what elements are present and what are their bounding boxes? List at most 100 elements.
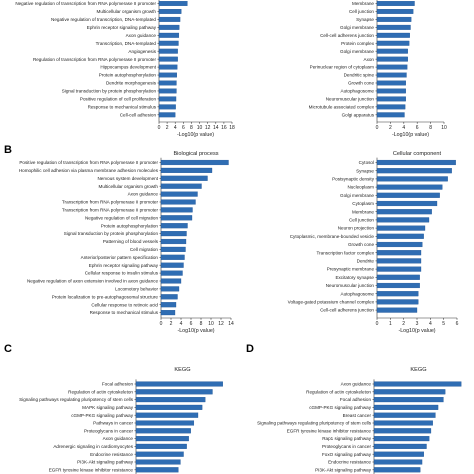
- category-label: Golgi apparatus: [342, 112, 375, 117]
- category-label: Focal adhesion: [102, 382, 134, 387]
- chart-panel-a-left: Negative regulation of transcription fro…: [15, 0, 235, 138]
- x-tick-label: 18: [229, 125, 235, 131]
- bar: [376, 241, 423, 248]
- bar: [160, 270, 183, 276]
- category-label: FoxO signaling pathway: [322, 452, 372, 457]
- bar: [158, 88, 177, 94]
- bar: [160, 278, 182, 284]
- x-tick-label: 2: [166, 125, 169, 131]
- category-label: Hippocampus development: [100, 65, 156, 70]
- x-tick-label: 4: [180, 321, 183, 327]
- category-label: Focal adhesion: [340, 397, 372, 402]
- bar: [160, 191, 198, 197]
- category-label: Patterning of blood vessels: [103, 239, 159, 244]
- category-label: Excitatory synapse: [335, 275, 374, 280]
- category-label: Axon guidance: [341, 382, 372, 387]
- category-label: Positive regulation of cell proliferatio…: [80, 97, 157, 102]
- x-tick-label: 8: [429, 125, 432, 131]
- category-label: Membrane: [352, 209, 374, 214]
- bar: [376, 72, 407, 78]
- x-axis-label: -Log10(p value): [177, 132, 214, 138]
- x-tick-label: 12: [205, 125, 211, 131]
- x-tick-label: 8: [200, 321, 203, 327]
- bar: [135, 428, 191, 434]
- category-label: Golgi membrane: [340, 49, 374, 54]
- bar: [160, 159, 229, 166]
- bar: [373, 389, 446, 395]
- bar: [158, 72, 177, 78]
- bar: [376, 104, 406, 110]
- category-label: Cytoplasmic, membrane-bounded vesicle: [290, 234, 375, 239]
- bar: [135, 451, 184, 457]
- bar: [373, 397, 444, 403]
- bar: [376, 217, 430, 223]
- category-label: Neuromuscular junction: [326, 97, 375, 102]
- x-tick-label: 4: [402, 125, 405, 131]
- bar: [376, 32, 410, 38]
- category-label: Synapse: [356, 168, 374, 173]
- bar: [373, 428, 432, 434]
- bar: [160, 175, 208, 181]
- chart-panel-c: KEGG Focal adhesion Regulation of actin cy…: [19, 367, 223, 474]
- bar: [376, 159, 456, 166]
- category-label: Regulation of actin cytoskeleton: [68, 389, 133, 394]
- category-label: Protein autophosphorylation: [101, 223, 159, 228]
- category-label: Anterior/posterior pattern specification: [81, 255, 159, 260]
- bar: [135, 459, 181, 465]
- bar: [376, 225, 426, 231]
- x-tick-label: 6: [190, 321, 193, 327]
- category-label: Cell-cell adherens junction: [320, 308, 374, 313]
- category-label: Transcription, DNA-templated: [96, 41, 157, 46]
- bar: [376, 282, 420, 289]
- category-label: Endocrine resistance: [328, 460, 371, 465]
- chart-title: Biological process: [173, 151, 218, 157]
- category-label: Transcription from RNA polymerase II pro…: [62, 200, 159, 205]
- bar: [376, 299, 419, 305]
- category-label: EGFR tyrosine kinase inhibitor resistanc…: [287, 428, 372, 433]
- category-label: Cytosol: [359, 160, 374, 165]
- bar: [376, 291, 419, 297]
- category-label: Proteoglycans in cancer: [322, 444, 371, 449]
- bar: [160, 183, 202, 189]
- chart-title: Cellular component: [393, 151, 442, 157]
- category-label: Cell junction: [349, 9, 374, 14]
- category-label: Cellular response to insulin stimulus: [85, 271, 159, 276]
- bar: [135, 381, 223, 387]
- category-label: Axon guidance: [128, 192, 159, 197]
- bar: [160, 262, 184, 268]
- panel-label-b: B: [4, 144, 12, 156]
- x-tick-label: 0: [158, 125, 161, 131]
- x-axis-label: -Log10(p value): [398, 328, 435, 334]
- bar: [376, 168, 452, 174]
- bar: [160, 286, 180, 292]
- bar: [373, 412, 436, 418]
- category-label: Nucleoplasm: [347, 185, 374, 190]
- bar: [158, 104, 176, 110]
- bar: [373, 443, 427, 449]
- bar: [376, 1, 415, 6]
- category-label: Neuron projection: [338, 226, 375, 231]
- category-label: Axon: [364, 57, 375, 62]
- x-tick-label: 10: [197, 125, 203, 131]
- category-label: Nervous system development: [97, 176, 158, 181]
- x-axis-label: -Log10(p value): [177, 328, 214, 334]
- category-label: Membrane: [352, 1, 374, 6]
- bar: [160, 215, 193, 221]
- category-label: Dendrite morphogenesis: [106, 81, 157, 86]
- x-tick-label: 1: [389, 321, 392, 327]
- bar: [373, 451, 424, 457]
- bar: [158, 32, 180, 38]
- category-label: cGMP-PKG signaling pathway: [71, 413, 133, 418]
- category-label: Ephrin receptor signaling pathway: [87, 25, 157, 30]
- category-label: Protein complex: [341, 41, 375, 46]
- bar: [158, 56, 178, 62]
- category-label: Postsynaptic density: [332, 177, 375, 182]
- bar: [158, 80, 177, 86]
- x-tick-label: 2: [402, 321, 405, 327]
- bar: [158, 48, 178, 54]
- chart-title: KEGG: [410, 367, 426, 373]
- category-label: Endocrine resistance: [90, 452, 133, 457]
- category-label: Response to mechanical stimulus: [88, 104, 157, 109]
- bar: [160, 302, 177, 308]
- category-label: Ephrin receptor signaling pathway: [89, 263, 159, 268]
